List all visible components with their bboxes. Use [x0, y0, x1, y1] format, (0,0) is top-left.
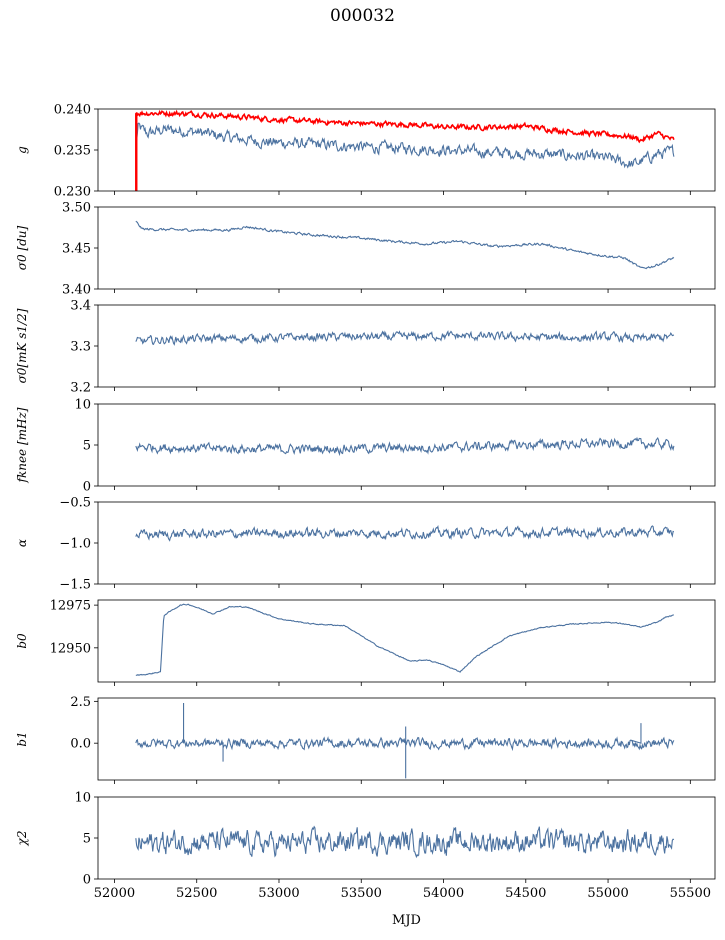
axes-frame	[97, 206, 716, 290]
x-tick-label: 55000	[587, 886, 628, 901]
axes-frame	[97, 599, 716, 683]
series-line-7-1	[135, 703, 675, 779]
x-axis-label: MJD	[392, 913, 421, 928]
y-tick-label: −0.5	[59, 496, 91, 511]
panel-8: 0 5 10 χ2 52000 52500 53000 53500 54000 54500 5500…	[15, 791, 716, 901]
y-tick-label: 5	[83, 832, 91, 847]
y-tick-label: 10	[74, 791, 91, 806]
y-tick-label: 0	[83, 480, 91, 495]
x-tick-label: 55500	[670, 886, 711, 901]
axes-frame	[97, 697, 716, 781]
series-line-2-1	[135, 220, 675, 270]
series-line-3-1	[135, 330, 675, 346]
series-line-1-2	[135, 109, 675, 191]
panel-6: 12950 12975 b0	[15, 599, 716, 686]
y-axis-label: b0	[15, 633, 29, 649]
x-tick-label: 52500	[176, 886, 217, 901]
x-tick-label: 54500	[505, 886, 546, 901]
panel-4: 0 5 10 fknee [mHz]	[15, 398, 716, 495]
y-tick-label: 0.0	[70, 737, 91, 752]
y-tick-label: 3.50	[62, 201, 91, 216]
y-axis-label: χ2	[15, 831, 29, 847]
series-line-4-1	[135, 436, 675, 457]
y-axis-label: σ0[mK s1/2]	[15, 308, 29, 383]
x-tick-label: 53500	[341, 886, 382, 901]
y-tick-label: 3.4	[70, 299, 91, 314]
y-axis-label: b1	[15, 731, 29, 746]
axes-frame	[97, 304, 716, 388]
y-tick-label: 3.40	[62, 283, 91, 298]
y-tick-label: 3.2	[70, 381, 91, 396]
figure-title: 000032	[330, 6, 395, 26]
y-axis-label: α	[15, 539, 29, 547]
y-tick-label: 10	[74, 398, 91, 413]
panel-3: 3.2 3.3 3.4 σ0[mK s1/2]	[15, 299, 716, 396]
y-tick-label: 5	[83, 439, 91, 454]
panel-5: −1.5 −1.0 −0.5 α	[15, 496, 716, 593]
series-line-8-1	[135, 825, 675, 859]
y-axis-label: g	[15, 146, 29, 154]
y-tick-label: 0	[83, 873, 91, 888]
y-tick-label: 12950	[50, 641, 91, 656]
axes-frame	[97, 501, 716, 585]
y-tick-label: 0.240	[54, 103, 91, 118]
y-tick-label: 2.5	[70, 695, 91, 710]
y-tick-label: 0.235	[54, 144, 91, 159]
x-tick-label: 53000	[258, 886, 299, 901]
y-tick-label: 3.3	[70, 340, 91, 355]
y-axis-label: fknee [mHz]	[15, 407, 29, 483]
x-tick-label: 52000	[94, 886, 135, 901]
y-tick-label: 0.230	[54, 185, 91, 200]
y-tick-label: 3.45	[62, 242, 91, 257]
panel-1: 0.230 0.235 0.240 g	[15, 103, 716, 200]
y-tick-label: −1.0	[59, 537, 91, 552]
panel-7: 0.0 2.5 b1	[15, 695, 716, 784]
y-axis-label: σ0 [du]	[15, 225, 29, 270]
series-line-6-1	[135, 603, 674, 676]
y-tick-label: −1.5	[59, 578, 91, 593]
panel-2: 3.40 3.45 3.50 σ0 [du]	[15, 201, 716, 298]
x-tick-label: 54000	[423, 886, 464, 901]
axes-frame	[97, 403, 716, 487]
y-tick-label: 12975	[50, 599, 91, 614]
series-line-1-1	[135, 122, 675, 169]
series-line-5-1	[135, 525, 675, 542]
